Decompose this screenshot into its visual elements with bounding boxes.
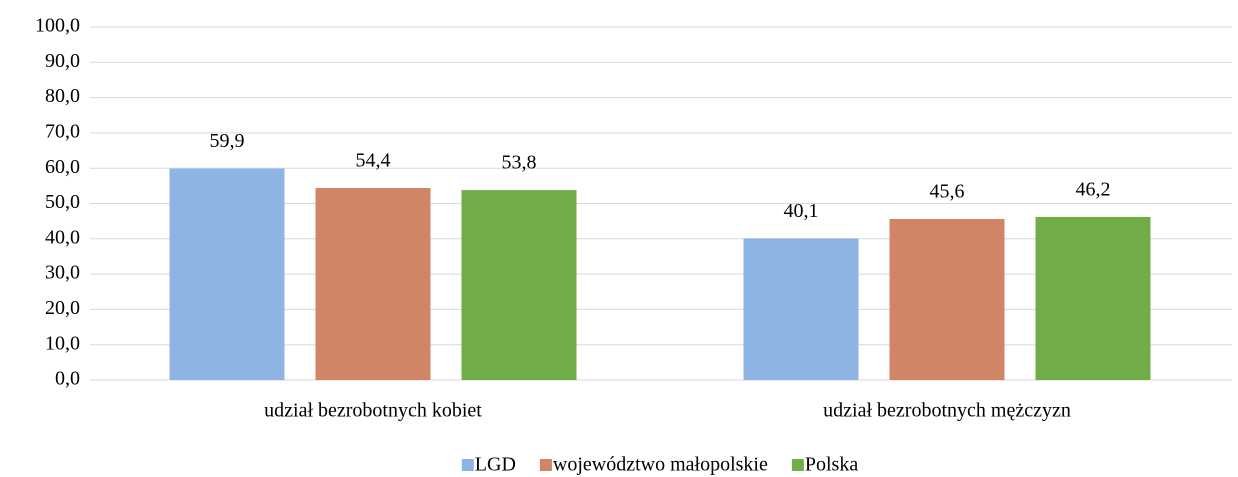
legend-swatch <box>539 459 552 471</box>
y-tick-label: 90,0 <box>45 50 80 72</box>
data-label: 40,1 <box>784 200 819 222</box>
x-tick-label: udział bezrobotnych kobiet <box>264 400 482 422</box>
legend-swatch <box>791 459 804 471</box>
bar <box>315 187 431 380</box>
bar <box>889 219 1005 380</box>
bar <box>169 168 285 380</box>
bar <box>461 190 577 380</box>
data-label: 59,9 <box>210 130 245 152</box>
y-tick-label: 70,0 <box>45 120 80 142</box>
legend-label: LGD <box>475 454 516 476</box>
data-label: 54,4 <box>356 150 391 172</box>
bar <box>1035 216 1151 380</box>
legend-label: Polska <box>805 454 858 476</box>
data-label: 53,8 <box>502 152 537 174</box>
y-tick-label: 0,0 <box>55 368 80 390</box>
bar <box>743 238 859 380</box>
y-tick-label: 100,0 <box>35 15 80 37</box>
y-tick-label: 30,0 <box>45 262 80 284</box>
data-label: 45,6 <box>930 181 965 203</box>
y-tick-label: 60,0 <box>45 156 80 178</box>
y-tick-label: 40,0 <box>45 226 80 248</box>
y-tick-label: 80,0 <box>45 85 80 107</box>
data-label: 46,2 <box>1076 179 1111 201</box>
y-tick-label: 10,0 <box>45 332 80 354</box>
legend-label: województwo małopolskie <box>553 454 768 476</box>
y-tick-label: 20,0 <box>45 297 80 319</box>
legend-swatch <box>461 459 474 471</box>
x-tick-label: udział bezrobotnych mężczyzn <box>823 400 1071 422</box>
y-tick-label: 50,0 <box>45 191 80 213</box>
